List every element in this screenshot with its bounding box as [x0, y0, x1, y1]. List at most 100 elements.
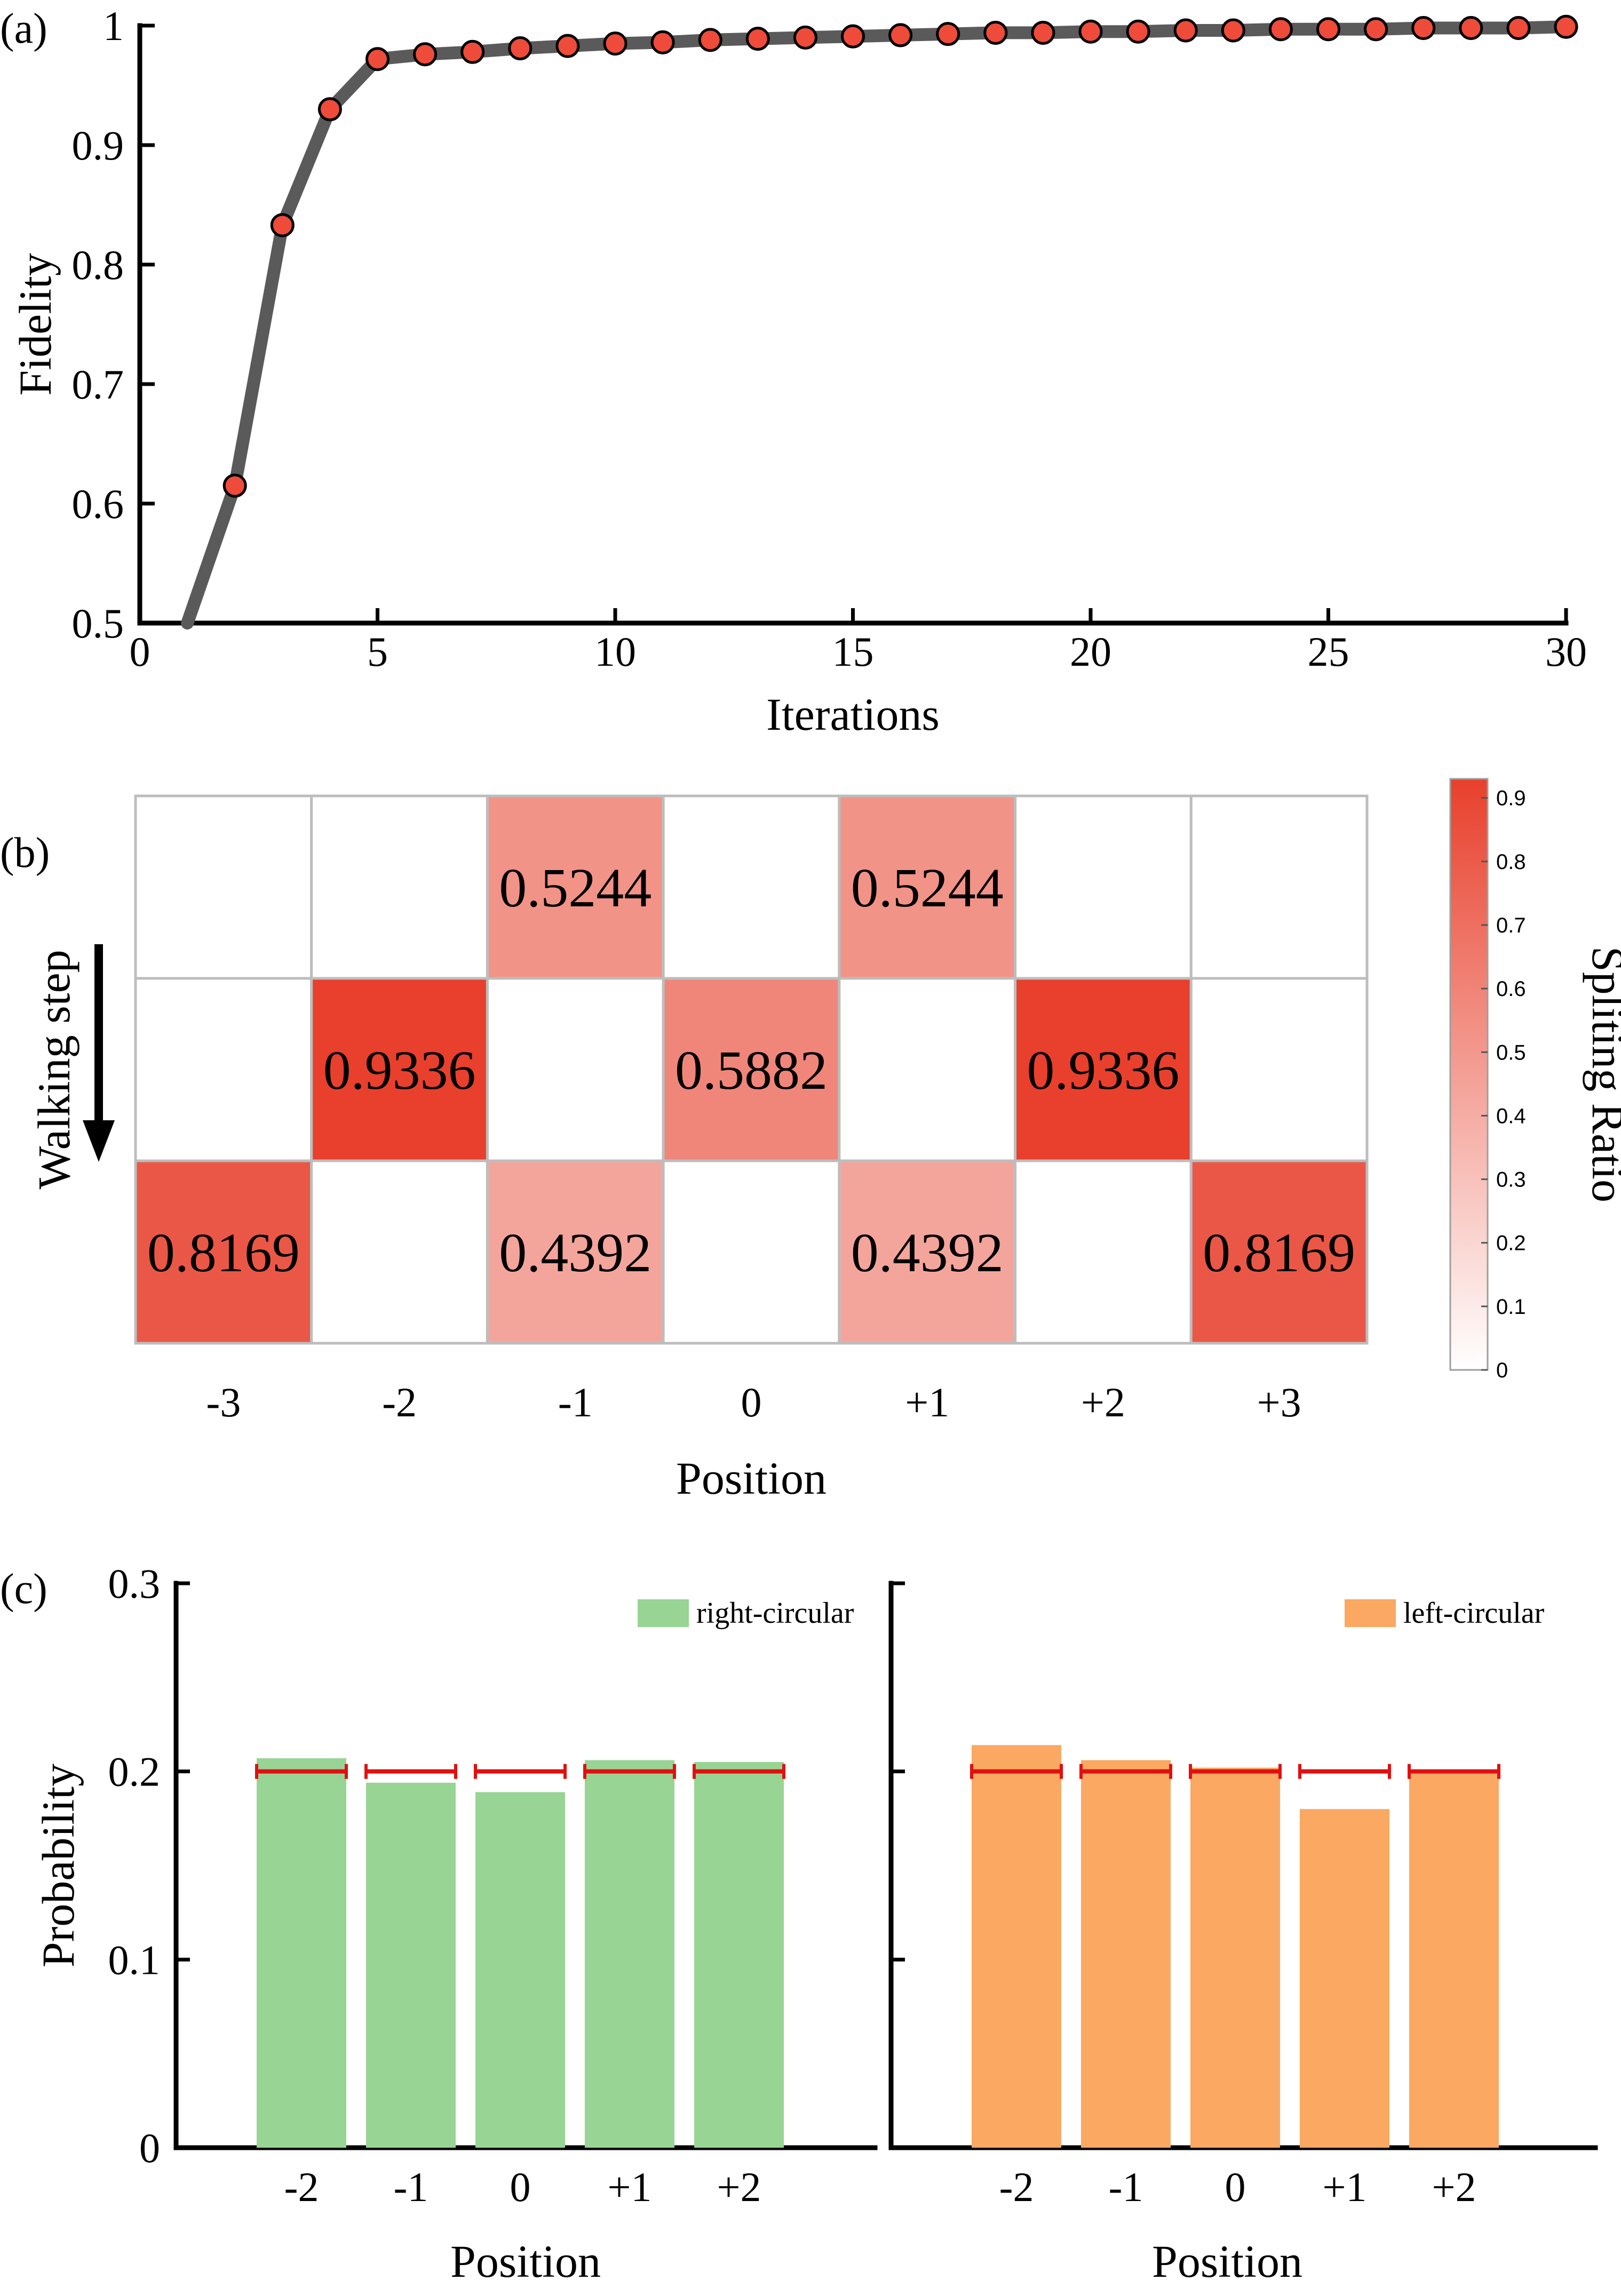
legend-label: right-circular	[696, 1597, 854, 1630]
data-point	[1364, 17, 1388, 42]
heatmap-cell	[486, 794, 665, 980]
bar-category-label: +2	[717, 2164, 761, 2210]
x-tick-label: 20	[1070, 628, 1111, 675]
cell-value-label: 0.9336	[323, 1040, 476, 1101]
probability-bar	[1300, 1809, 1389, 2148]
position-tick-label: +1	[905, 1379, 949, 1425]
colorbar-tick-label: 0.9	[1496, 787, 1526, 810]
probability-bar	[972, 1745, 1061, 2148]
probability-bar	[1190, 1767, 1280, 2148]
data-point	[317, 97, 342, 122]
y-tick-label: 0.8	[72, 242, 124, 288]
x-tick-label: 0	[130, 628, 150, 675]
data-point	[603, 31, 627, 56]
legend-swatch	[1345, 1599, 1396, 1627]
heatmap-cell	[1189, 977, 1369, 1162]
probability-bar	[257, 1758, 346, 2148]
colorbar-tick-label: 0	[1496, 1359, 1508, 1382]
data-point	[650, 30, 675, 54]
bar-panel-x-label: Position	[450, 2236, 601, 2287]
heatmap-cell	[134, 1159, 313, 1345]
heatmap-cell	[486, 977, 665, 1162]
data-point	[223, 473, 247, 498]
heatmap-cell	[662, 977, 841, 1162]
splitting-ratio-heatmap: 0.5244 0.5244 0.9336 0.5882 0.9336 0.8169 0.43…	[28, 778, 1621, 1504]
probability-bar	[694, 1762, 784, 2148]
position-tick-label: -3	[206, 1379, 241, 1425]
bar-category-label: +1	[608, 2164, 652, 2210]
data-point	[983, 20, 1008, 45]
data-point	[365, 47, 390, 71]
data-point	[1173, 18, 1198, 43]
data-point	[1506, 15, 1531, 40]
bar-category-label: -2	[999, 2164, 1034, 2210]
data-point	[1411, 15, 1436, 40]
bar-category-label: -2	[284, 2164, 319, 2210]
bar-category-label: -1	[394, 2164, 428, 2210]
data-point	[413, 42, 438, 67]
bar-category-label: +2	[1432, 2164, 1476, 2210]
probability-bar	[585, 1760, 674, 2148]
data-point	[1126, 19, 1150, 44]
cell-value-label: 0.5882	[675, 1040, 828, 1101]
probability-tick-label: 0.2	[108, 1749, 161, 1795]
x-tick-label: 30	[1545, 628, 1587, 675]
position-tick-label: +3	[1257, 1379, 1301, 1425]
legend-swatch	[638, 1599, 689, 1627]
position-tick-label: +2	[1081, 1379, 1125, 1425]
bar-panel-x-label: Position	[1152, 2236, 1302, 2287]
data-point	[1316, 17, 1340, 42]
heatmap-cell	[838, 977, 1017, 1162]
data-point	[841, 24, 865, 49]
probability-bar	[1081, 1760, 1171, 2148]
colorbar-tick-label: 0.4	[1496, 1104, 1526, 1128]
cell-value-label: 0.4392	[851, 1222, 1004, 1283]
y-tick-label: 0.7	[72, 361, 124, 408]
data-point	[1078, 19, 1103, 44]
data-point	[508, 36, 533, 61]
x-tick-label: 10	[594, 628, 636, 675]
panel-label-a: (a)	[0, 5, 47, 52]
heatmap-cell	[1189, 1159, 1369, 1345]
legend-label: left-circular	[1403, 1597, 1545, 1630]
colorbar-tick-label: 0.2	[1496, 1232, 1526, 1255]
heatmap-cell	[1014, 1159, 1193, 1345]
data-point	[1459, 15, 1483, 40]
x-tick-label: 15	[832, 628, 874, 675]
data-point	[1268, 17, 1293, 42]
colorbar-tick-label: 0.3	[1496, 1168, 1526, 1192]
data-point	[936, 22, 960, 46]
bar-category-label: -1	[1109, 2164, 1143, 2210]
cell-value-label: 0.5244	[851, 857, 1004, 919]
probability-axis-label: Probability	[33, 1764, 84, 1967]
colorbar-label: Spliting Ratio	[1583, 946, 1621, 1202]
arrow-head	[83, 1120, 115, 1162]
probability-tick-label: 0.1	[108, 1936, 161, 1983]
cell-value-label: 0.9336	[1027, 1040, 1179, 1101]
probability-bar	[475, 1792, 565, 2148]
bar-category-label: +1	[1323, 2164, 1367, 2210]
y-tick-label: 0.5	[72, 600, 124, 647]
colorbar-tick-label: 0.7	[1496, 914, 1526, 937]
position-tick-label: -2	[382, 1379, 417, 1425]
walking-step-arrow	[83, 944, 115, 1162]
colorbar-tick-label: 0.5	[1496, 1041, 1526, 1064]
position-tick-label: 0	[741, 1379, 762, 1425]
cell-value-label: 0.5244	[499, 857, 651, 919]
y-tick-label: 0.6	[72, 481, 124, 527]
probability-bar	[1409, 1769, 1499, 2148]
data-point	[270, 213, 295, 237]
heatmap-cell	[838, 1159, 1017, 1345]
data-point	[1554, 14, 1578, 39]
panel-label-c: (c)	[0, 1566, 47, 1613]
colorbar-tick-label: 0.8	[1496, 850, 1526, 874]
y-tick-label: 1	[103, 3, 124, 49]
cell-value-label: 0.4392	[499, 1222, 651, 1283]
y-tick-label: 0.9	[72, 122, 124, 169]
data-point	[555, 34, 580, 58]
x-axis-label: Iterations	[766, 689, 940, 740]
heatmap-cell	[662, 1159, 841, 1345]
heatmap-cell	[310, 977, 489, 1162]
data-point	[460, 39, 485, 64]
